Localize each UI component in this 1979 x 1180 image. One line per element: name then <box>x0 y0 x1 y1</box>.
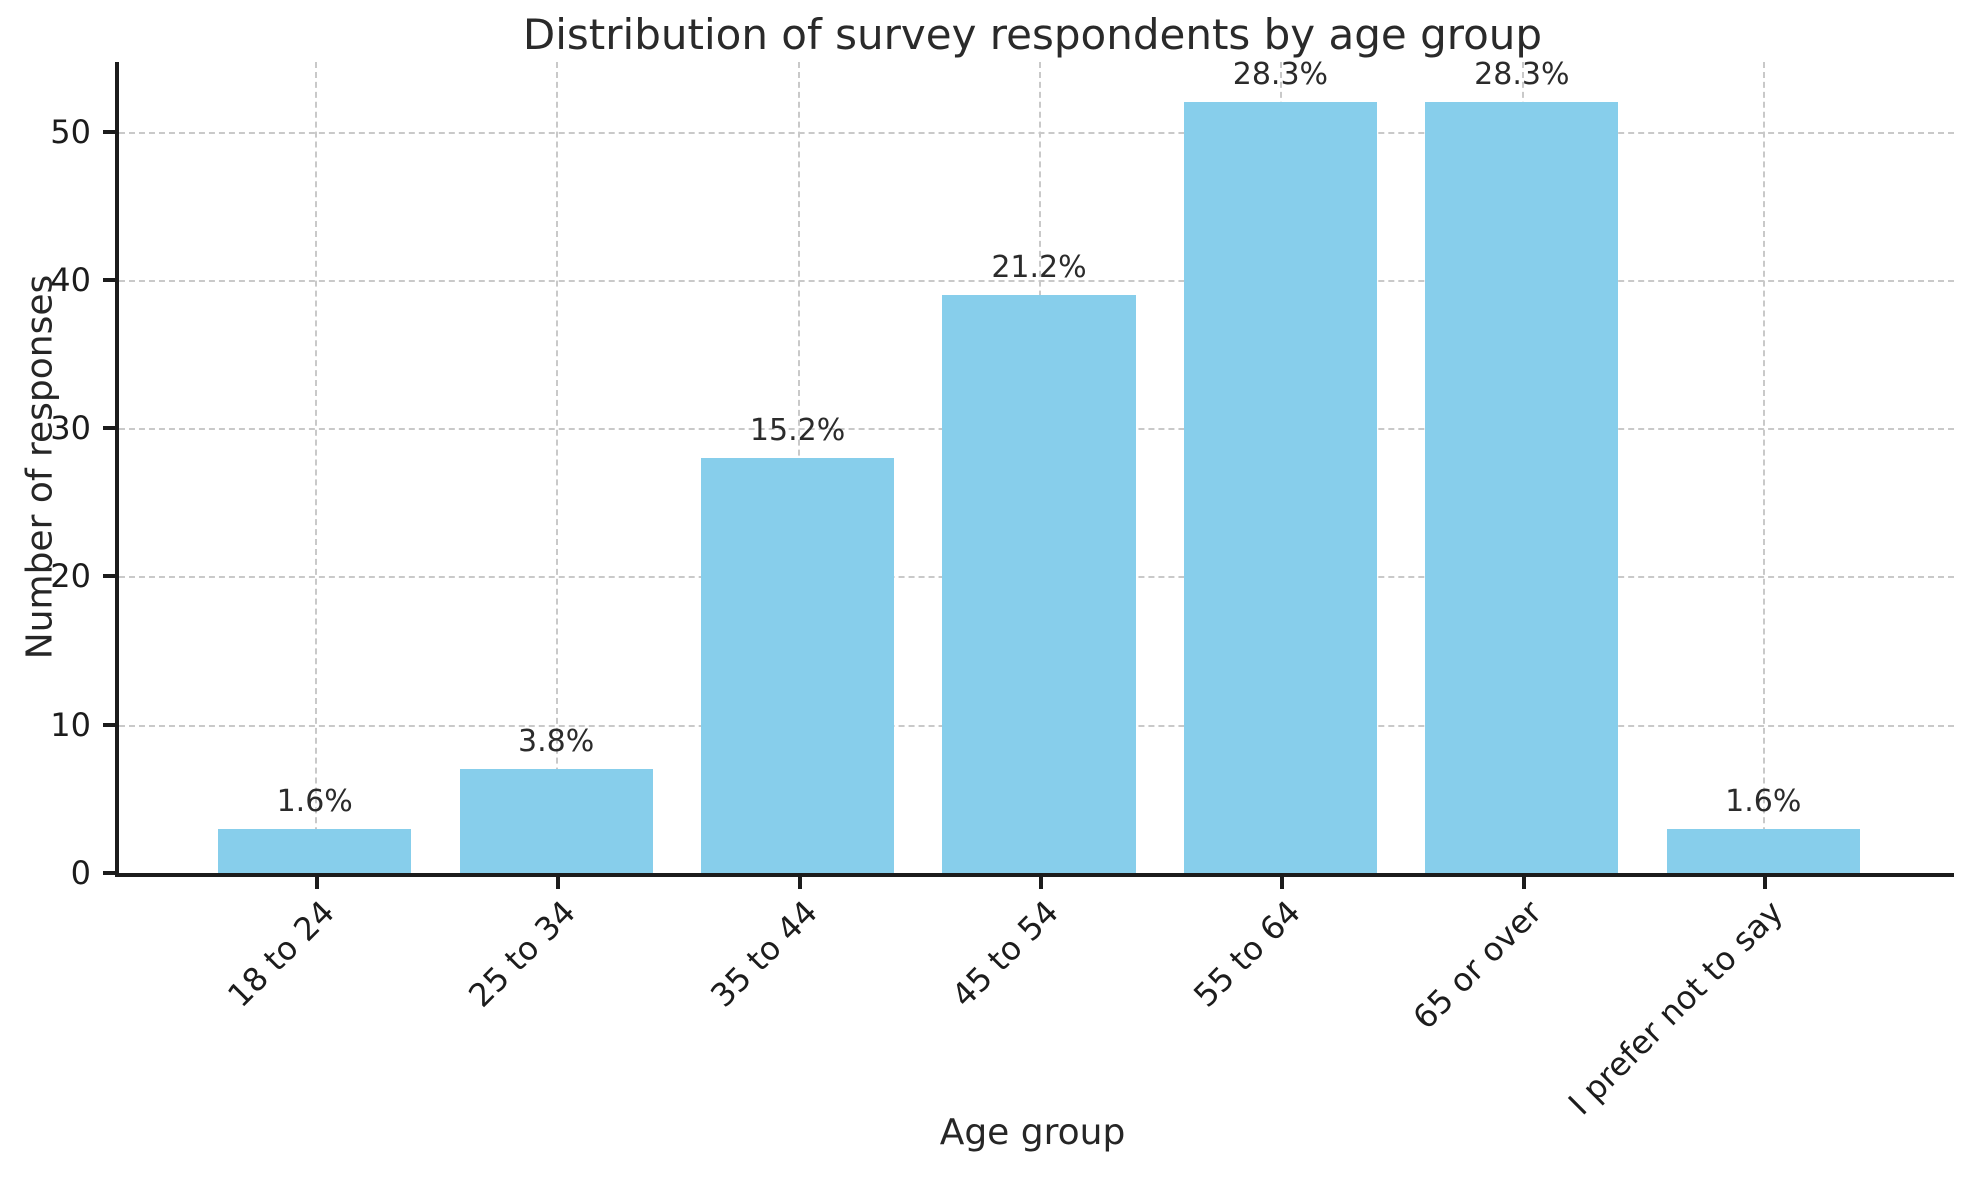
y-axis-label: Number of responses <box>19 274 61 660</box>
bar-slot: 1.6% 18 to 24 <box>194 62 435 1015</box>
x-tick-mark <box>1280 877 1285 889</box>
bar-25 to 34 <box>459 769 653 873</box>
y-tick-mark <box>103 871 115 875</box>
y-tick-label: 20 <box>50 557 91 596</box>
bar-55 to 64 <box>1183 102 1377 873</box>
y-tick-label: 50 <box>50 112 91 151</box>
bar-value-label: 28.3% <box>1474 57 1570 93</box>
x-tick-mark <box>556 877 561 889</box>
bar-value-label: 1.6% <box>1725 783 1802 819</box>
x-tick-label: 25 to 34 <box>461 893 584 1015</box>
x-tick-label: 65 or over <box>1405 893 1549 1037</box>
bar-65 or over <box>1425 102 1619 873</box>
y-tick-mark <box>103 722 115 727</box>
vertical-gridline <box>1763 62 1766 873</box>
x-tick-mark <box>797 877 802 889</box>
y-tick-mark <box>103 129 115 134</box>
bar-slot: 3.8% 25 to 34 <box>435 62 676 1015</box>
y-tick-mark <box>103 574 115 579</box>
bar-18 to 24 <box>218 828 412 873</box>
x-tick-mark <box>1038 877 1043 889</box>
bar-slot: 28.3% 55 to 64 <box>1160 57 1401 1015</box>
x-axis-label: Age group <box>939 1112 1126 1153</box>
bar-series: 1.6% 18 to 24 3.8% 25 to 34 15.2% 35 to 44 21.… <box>194 57 1884 1122</box>
x-tick-mark <box>1521 877 1526 889</box>
y-tick-mark <box>103 277 115 282</box>
x-tick-label: 55 to 64 <box>1185 893 1308 1015</box>
bar-value-label: 3.8% <box>518 724 595 760</box>
x-tick-mark <box>1763 877 1768 889</box>
chart-title: Distribution of survey respondents by ag… <box>522 10 1543 59</box>
bar-I prefer not to say <box>1666 828 1860 873</box>
horizontal-gridline <box>119 131 1954 134</box>
vertical-gridline <box>314 62 317 873</box>
bar-slot: 1.6% I prefer not to say <box>1561 62 1884 1122</box>
bar-slot: 21.2% 45 to 54 <box>918 62 1159 1015</box>
x-tick-label: 45 to 54 <box>944 893 1066 1015</box>
x-tick-label: I prefer not to say <box>1560 893 1791 1123</box>
x-tick-label: 35 to 44 <box>702 893 825 1015</box>
bar-value-label: 15.2% <box>749 412 846 448</box>
bar-45 to 54 <box>942 294 1136 873</box>
bar-slot: 28.3% 65 or over <box>1401 57 1642 1037</box>
bar-35 to 44 <box>700 457 895 873</box>
x-tick-label: 18 to 24 <box>220 893 342 1015</box>
bar-slot: 15.2% 35 to 44 <box>677 62 918 1015</box>
x-tick-mark <box>314 877 319 889</box>
plot-area: 0 10 20 30 40 50 1.6% 18 to 24 3.8% 25 to 34 15.2… <box>50 57 1954 1122</box>
y-tick-label: 0 <box>70 854 91 892</box>
vertical-gridline <box>556 62 559 873</box>
bar-value-label: 1.6% <box>276 783 353 819</box>
bar-value-label: 21.2% <box>991 249 1087 285</box>
y-tick-label: 10 <box>50 705 91 744</box>
y-tick-mark <box>103 426 115 431</box>
horizontal-gridline <box>119 279 1954 282</box>
y-tick-label: 30 <box>50 409 91 448</box>
y-tick-label: 40 <box>50 260 91 299</box>
bar-value-label: 28.3% <box>1232 57 1329 93</box>
